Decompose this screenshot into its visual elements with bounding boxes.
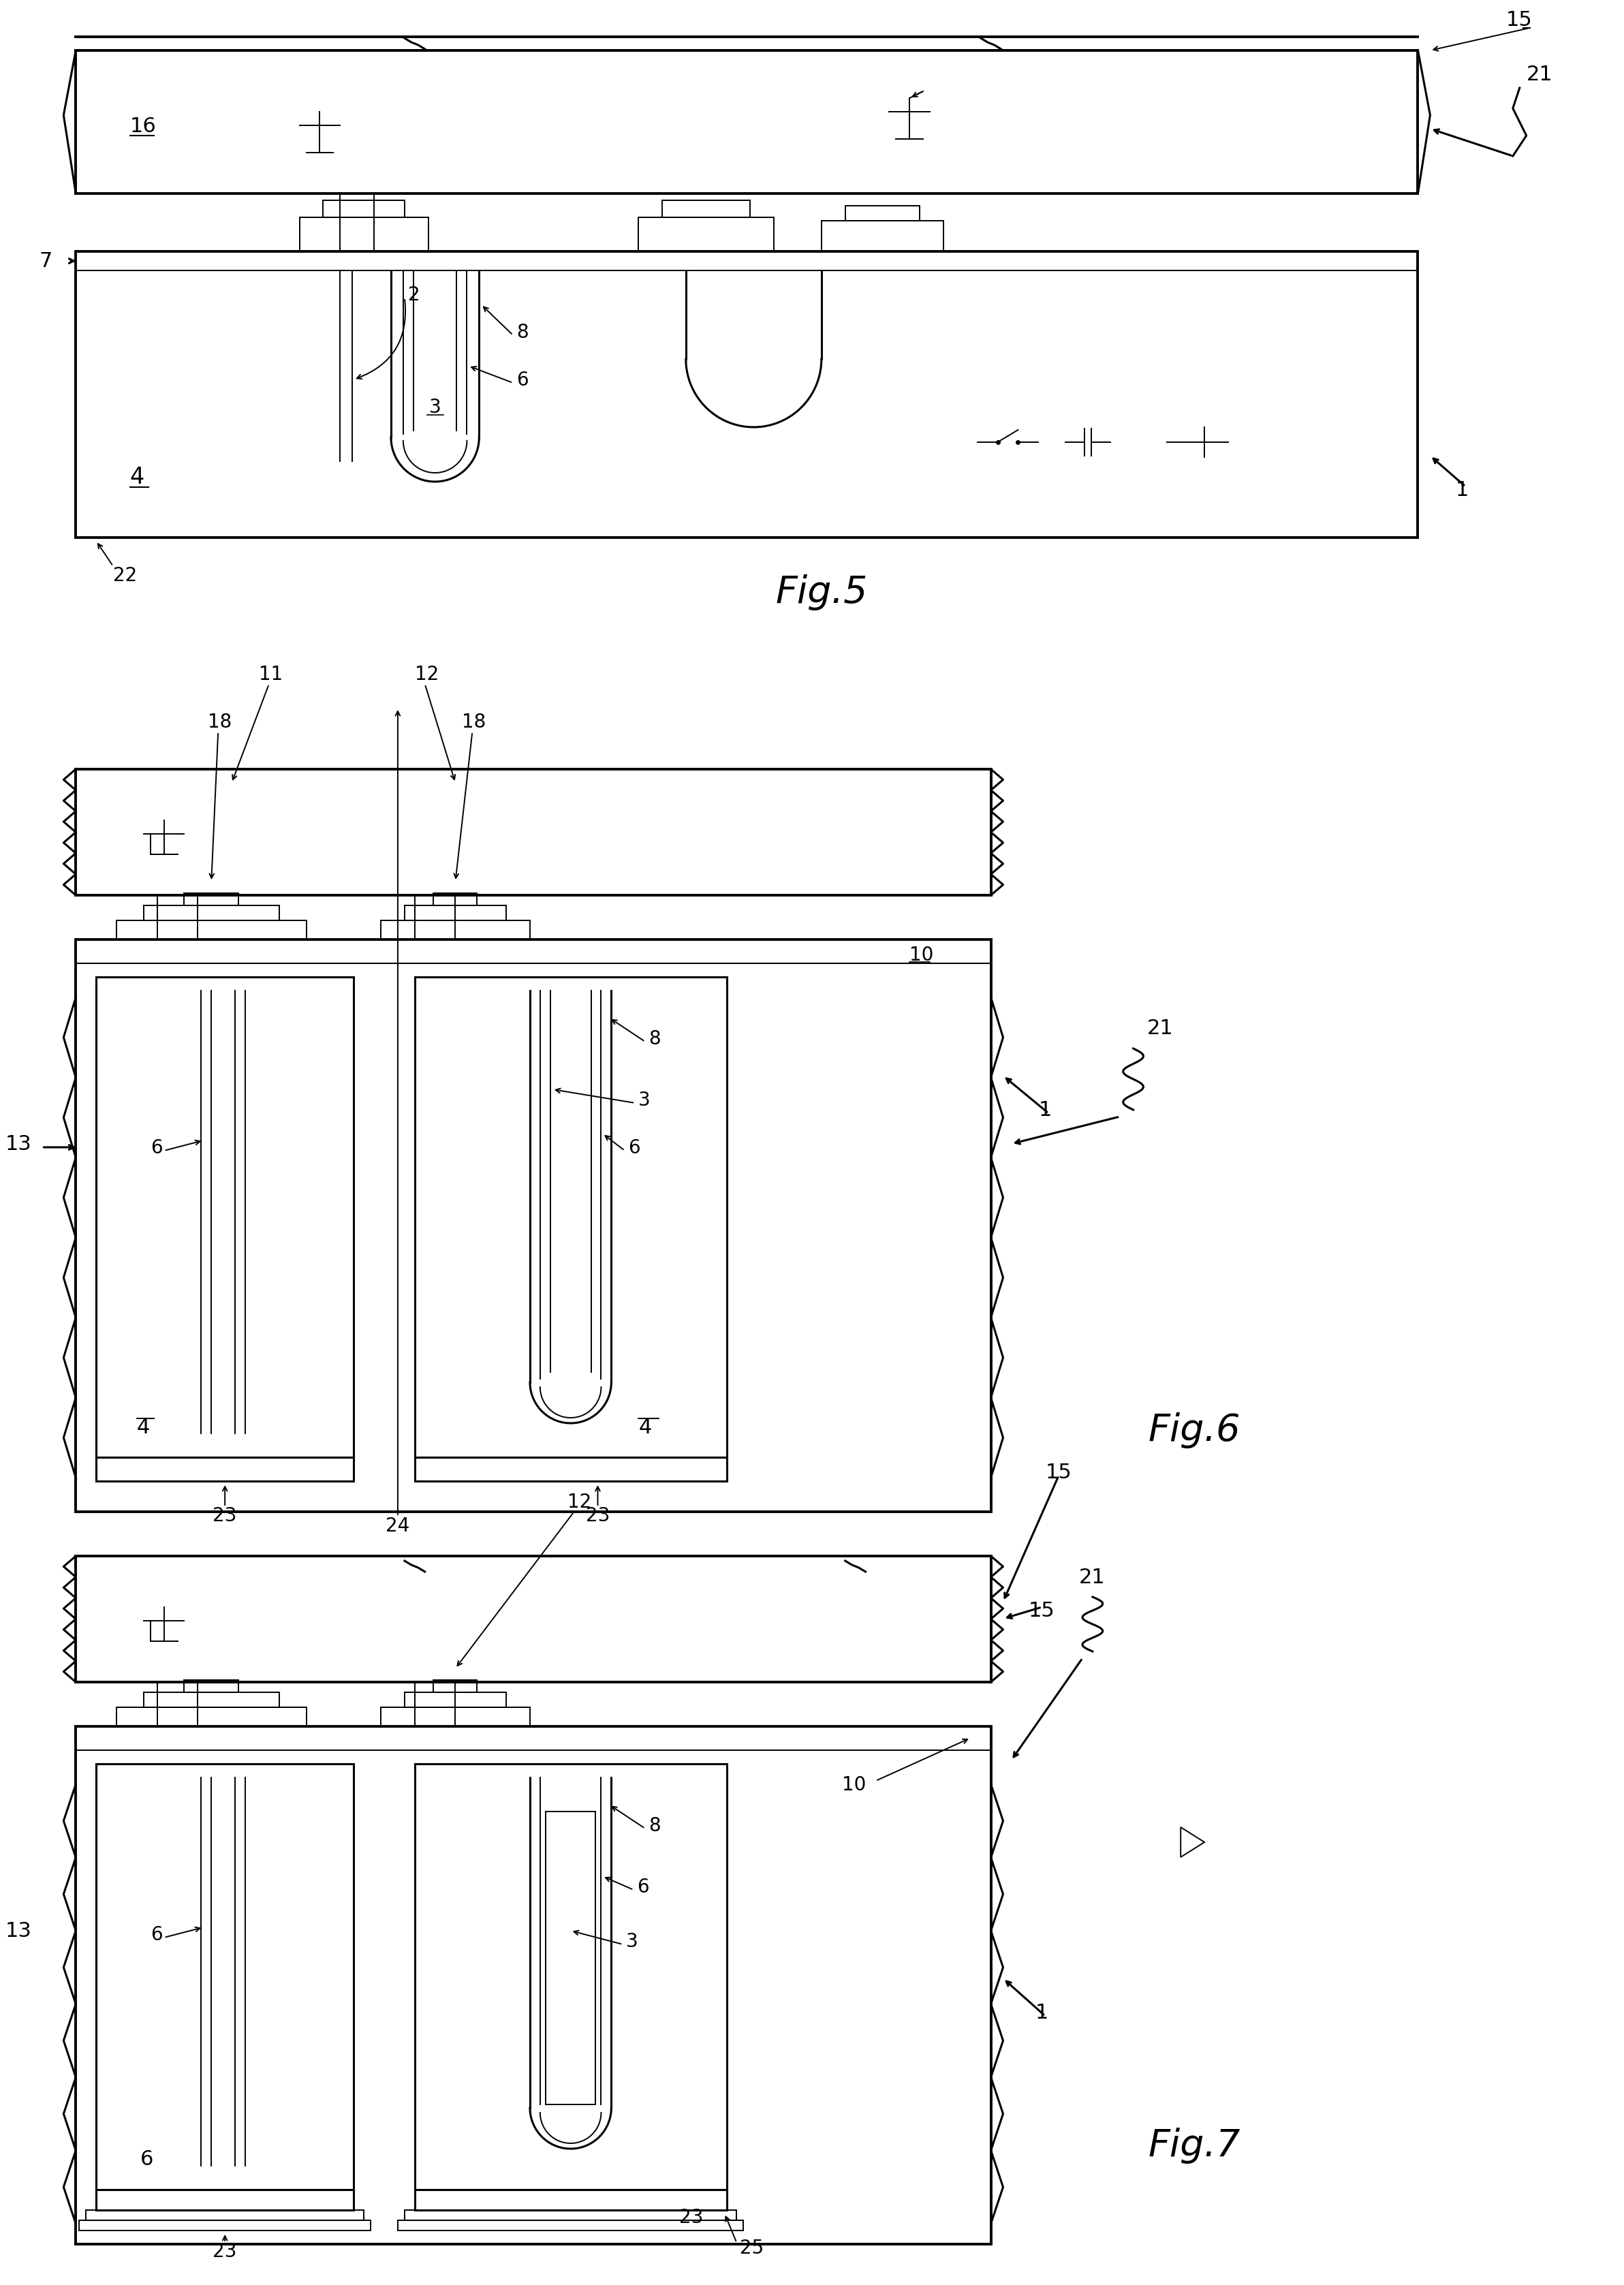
Bar [76, 251, 1418, 537]
Text: 6: 6 [628, 1138, 640, 1156]
Bar [299, 217, 429, 251]
Bar [143, 1693, 279, 1707]
Bar [184, 893, 239, 905]
Text: 23: 23 [586, 1506, 609, 1524]
Text: 8: 8 [648, 1817, 661, 1835]
Text: 25: 25 [741, 2237, 765, 2258]
Text: 23: 23 [213, 2242, 237, 2260]
Text: 1: 1 [1034, 2002, 1047, 2022]
Text: 4: 4 [638, 1417, 651, 1437]
Bar [404, 1693, 507, 1707]
Text: 21: 21 [1078, 1568, 1106, 1586]
Bar [76, 50, 1418, 194]
Text: 16: 16 [130, 117, 156, 135]
Text: 23: 23 [679, 2207, 703, 2226]
Bar [414, 2189, 726, 2210]
Text: 3: 3 [638, 1090, 651, 1111]
Bar [404, 905, 507, 921]
Text: 3: 3 [627, 1931, 638, 1951]
Bar [76, 770, 991, 896]
Bar [380, 1707, 529, 1727]
Text: 15: 15 [1505, 11, 1533, 30]
Bar [323, 201, 404, 217]
FancyArrowPatch shape [357, 299, 406, 379]
Text: 3: 3 [429, 398, 442, 416]
Bar [398, 2221, 744, 2230]
Text: 6: 6 [151, 1924, 162, 1945]
Text: 6: 6 [516, 370, 528, 388]
Bar [404, 2210, 737, 2221]
Text: 12: 12 [414, 665, 438, 683]
Text: 10: 10 [909, 946, 934, 964]
Bar [80, 2221, 370, 2230]
Text: 1: 1 [1455, 480, 1468, 500]
Text: 8: 8 [648, 1028, 661, 1049]
Bar [158, 896, 198, 939]
Text: 21: 21 [1527, 64, 1553, 85]
Text: Fig.5: Fig.5 [775, 574, 867, 610]
Text: Fig.7: Fig.7 [1148, 2127, 1241, 2164]
Bar [184, 1679, 239, 1693]
Bar [638, 217, 775, 251]
Bar [663, 201, 750, 217]
Text: 2: 2 [408, 286, 421, 304]
Bar [546, 1812, 596, 2104]
Bar [86, 2210, 364, 2221]
Bar [822, 222, 944, 251]
Text: 13: 13 [5, 1133, 32, 1154]
Text: 6: 6 [637, 1876, 650, 1897]
Bar [380, 921, 529, 939]
Text: 12: 12 [567, 1492, 591, 1510]
Bar [414, 1764, 726, 2189]
Bar [143, 905, 279, 921]
Text: 18: 18 [463, 713, 486, 731]
Text: 10: 10 [841, 1775, 866, 1794]
Text: 22: 22 [114, 567, 136, 585]
Text: 15: 15 [1046, 1462, 1072, 1483]
Text: 21: 21 [1147, 1019, 1173, 1037]
Bar [414, 1458, 726, 1481]
Bar [76, 1727, 991, 1750]
Text: 24: 24 [387, 1515, 409, 1536]
Text: 15: 15 [1028, 1602, 1054, 1620]
Bar [434, 1679, 477, 1693]
Bar [96, 978, 354, 1458]
Text: 18: 18 [208, 713, 232, 731]
Bar [414, 978, 726, 1458]
Text: 6: 6 [151, 1138, 162, 1156]
Text: 13: 13 [5, 1922, 32, 1940]
Bar [414, 896, 455, 939]
Bar [434, 893, 477, 905]
Text: 6: 6 [140, 2150, 153, 2168]
Bar [117, 1707, 307, 1727]
Text: 1: 1 [1038, 1101, 1051, 1120]
Bar [76, 939, 991, 964]
Bar [96, 1458, 354, 1481]
Bar [76, 251, 1418, 272]
Bar [76, 939, 991, 1513]
Bar [414, 1682, 455, 1727]
Bar [117, 921, 307, 939]
Bar [96, 2189, 354, 2210]
Bar [76, 1556, 991, 1682]
Text: 4: 4 [130, 466, 145, 489]
Text: Fig.6: Fig.6 [1148, 1412, 1241, 1449]
Bar [844, 206, 919, 222]
Bar [339, 194, 374, 251]
Text: 7: 7 [39, 251, 52, 272]
Bar [96, 1764, 354, 2189]
Text: 11: 11 [258, 665, 283, 683]
Text: 8: 8 [516, 322, 528, 343]
Bar [76, 1727, 991, 2244]
Text: 4: 4 [136, 1417, 149, 1437]
Bar [158, 1682, 198, 1727]
Text: 23: 23 [213, 1506, 237, 1524]
